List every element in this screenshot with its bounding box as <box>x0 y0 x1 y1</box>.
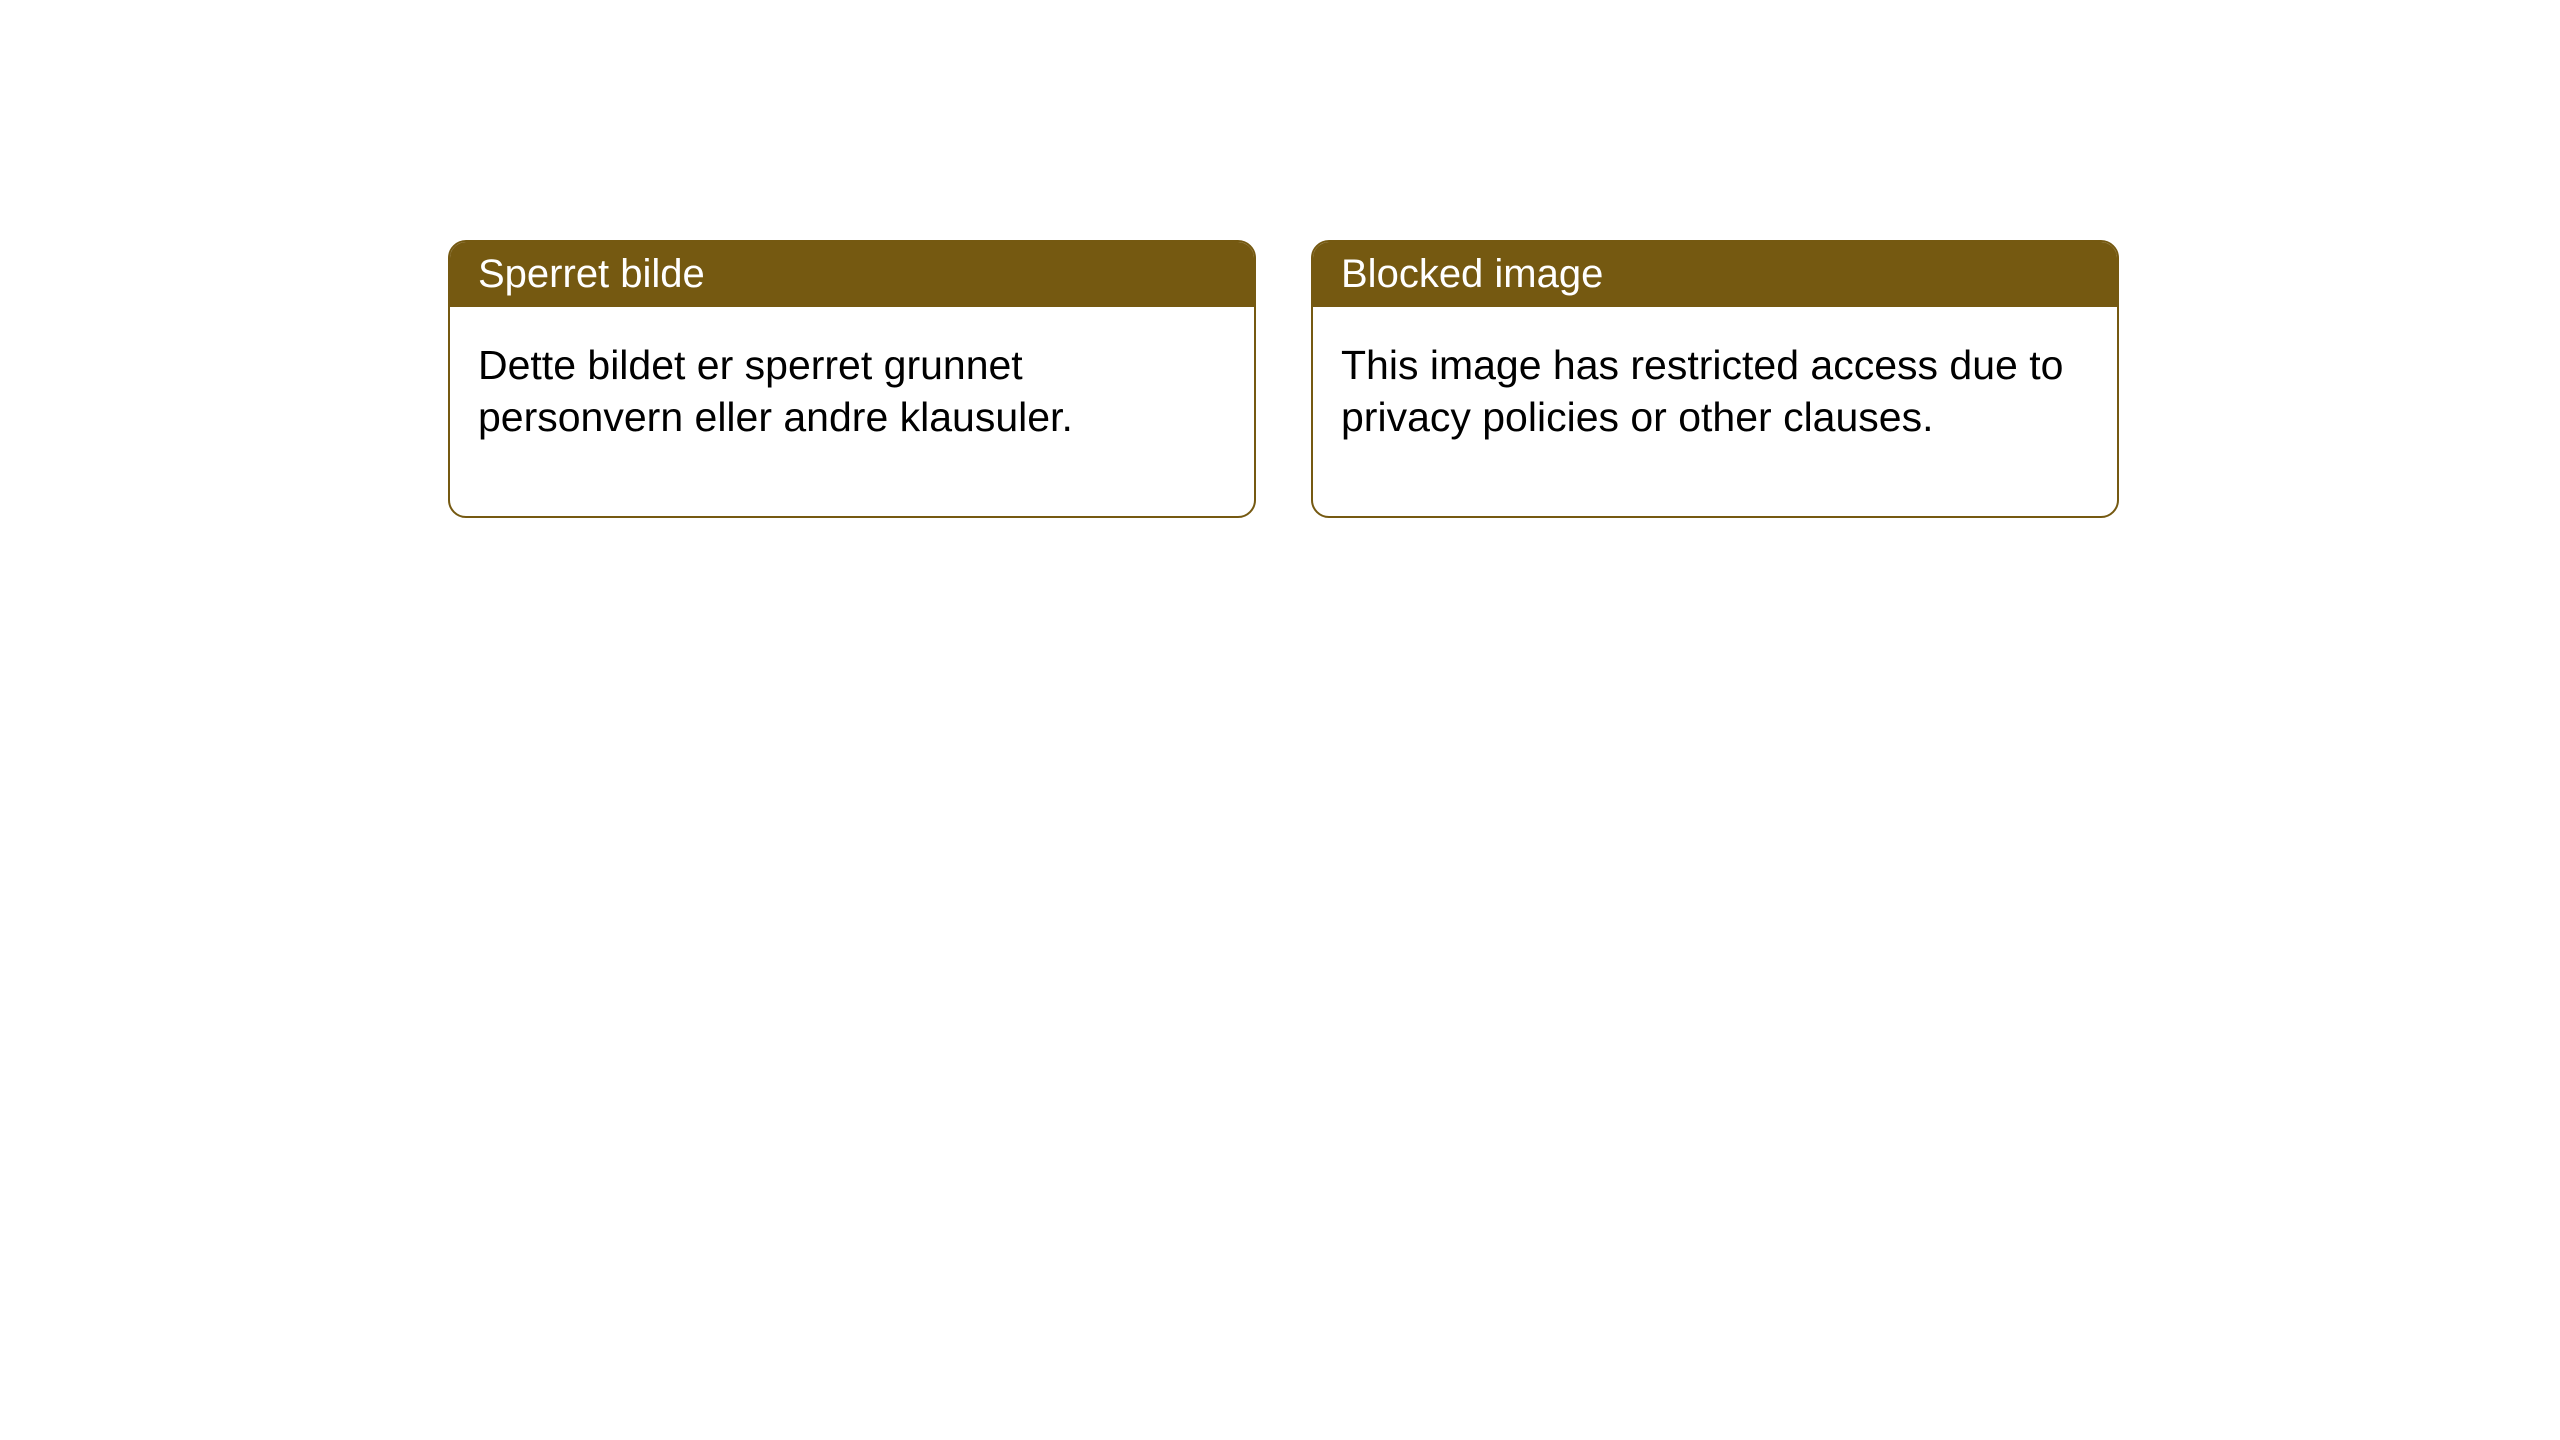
card-header-en: Blocked image <box>1313 242 2117 307</box>
card-body-text-en: This image has restricted access due to … <box>1341 342 2063 440</box>
card-header-no: Sperret bilde <box>450 242 1254 307</box>
card-body-en: This image has restricted access due to … <box>1313 307 2117 516</box>
card-body-no: Dette bildet er sperret grunnet personve… <box>450 307 1254 516</box>
card-body-text-no: Dette bildet er sperret grunnet personve… <box>478 342 1073 440</box>
blocked-image-card-no: Sperret bilde Dette bildet er sperret gr… <box>448 240 1256 518</box>
blocked-image-card-en: Blocked image This image has restricted … <box>1311 240 2119 518</box>
card-title-no: Sperret bilde <box>478 252 705 296</box>
card-title-en: Blocked image <box>1341 252 1603 296</box>
card-container: Sperret bilde Dette bildet er sperret gr… <box>0 0 2560 518</box>
